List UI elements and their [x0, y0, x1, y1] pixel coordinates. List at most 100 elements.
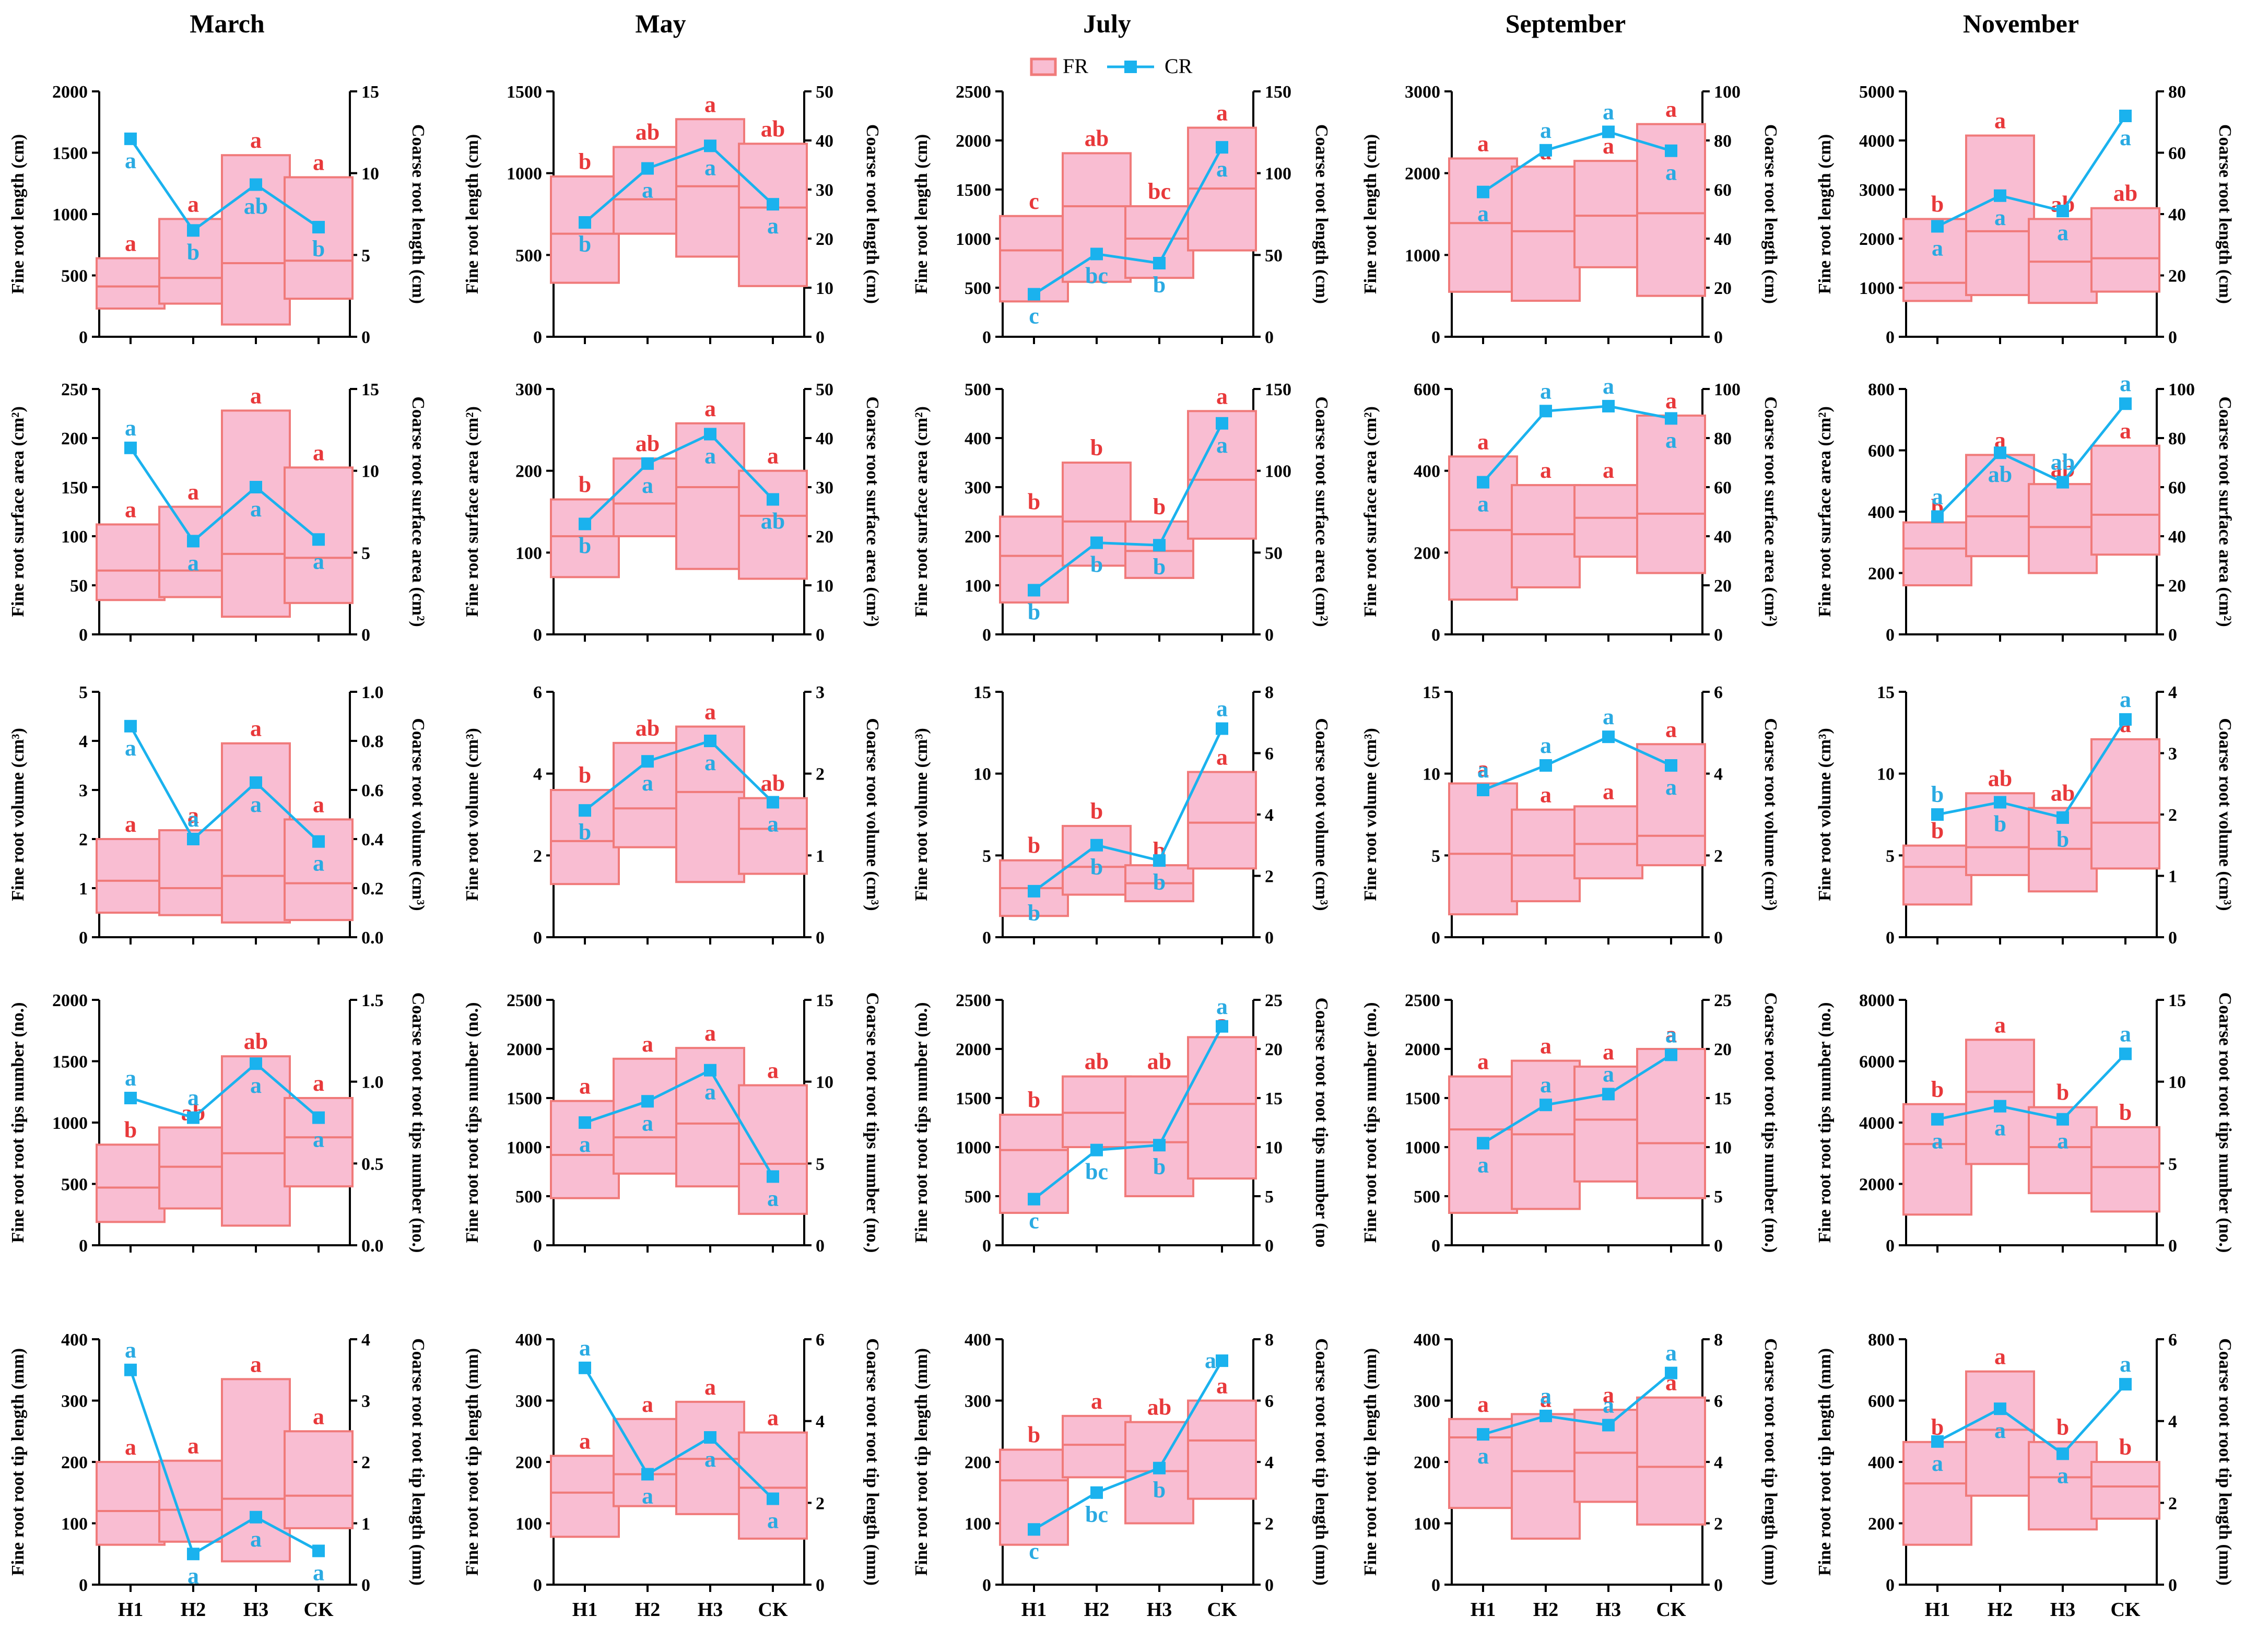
right-tick-label: 100 [1265, 164, 1291, 184]
panel-september-0: 0 1000 2000 3000 0 20 40 60 80 100 Fine root lengt… [1361, 82, 1780, 347]
left-tick-label: 0 [79, 928, 88, 948]
right-tick-label: 2 [2168, 1494, 2177, 1513]
cr-letter: a [2120, 687, 2131, 712]
left-tick-label: 100 [61, 527, 88, 547]
right-tick-label: 2 [1714, 1515, 1723, 1534]
left-tick-label: 200 [61, 429, 88, 449]
cr-letter: a [1932, 1128, 1943, 1154]
cr-point [2119, 713, 2132, 726]
cr-line [584, 144, 774, 223]
cr-letter: a [125, 415, 136, 441]
fr-letter: a [250, 716, 262, 741]
right-tick-label: 4 [2168, 1412, 2177, 1432]
fr-box [1636, 1396, 1706, 1526]
cr-point [1994, 796, 2006, 809]
cr-letter: a [1477, 491, 1489, 517]
right-tick-label: 40 [2168, 527, 2186, 547]
cr-point [1477, 784, 1489, 796]
right-tick-label: 25 [1714, 991, 1732, 1010]
cr-letter: a [1994, 1418, 2006, 1443]
cr-line [1483, 735, 1672, 792]
left-tick-label: 1500 [52, 1053, 88, 1072]
right-tick-label: 0 [1714, 1236, 1723, 1256]
fr-letter: b [579, 762, 591, 788]
right-tick-label: 0 [816, 1576, 825, 1595]
cr-point [2056, 1113, 2069, 1126]
cr-line [1483, 1372, 1672, 1436]
panel-july-3: 0 500 1000 1500 2000 2500 0 5 10 15 20 25 Fine root … [912, 991, 1331, 1256]
left-tick-label: 5 [1886, 846, 1895, 866]
fr-letter: ab [1147, 1395, 1171, 1420]
x-tick-label: H2 [1533, 1599, 1559, 1621]
right-tick-label: 20 [2168, 267, 2186, 286]
x-tick-label: H2 [1084, 1599, 1110, 1621]
fr-letter: a [187, 803, 199, 828]
fr-box [738, 1084, 808, 1215]
right-tick-label: 10 [816, 576, 833, 596]
cr-letter: a [704, 155, 716, 180]
left-tick-label: 3000 [1859, 181, 1895, 200]
right-tick-label: 8 [1265, 683, 1274, 702]
right-tick-label: 15 [1714, 1089, 1732, 1108]
y2-axis-title: Coarse root root tips number (no.) [863, 993, 882, 1253]
cr-letter: bc [1085, 263, 1108, 288]
cr-letter: a [642, 178, 653, 203]
fr-letter: a [1477, 1049, 1489, 1075]
left-tick-label: 1500 [507, 1089, 542, 1108]
fr-box [613, 146, 683, 235]
cr-line [1482, 130, 1672, 193]
right-tick-label: 5 [1265, 1187, 1274, 1207]
cr-letter: a [767, 811, 779, 837]
cr-point [1153, 854, 1166, 867]
cr-letter: c [1029, 1538, 1039, 1564]
right-tick-label: 30 [816, 478, 833, 498]
fr-box [675, 422, 745, 570]
cr-point [704, 1064, 716, 1077]
cr-point [312, 1111, 325, 1124]
right-tick-label: 50 [816, 82, 833, 102]
fr-box [284, 176, 354, 300]
fr-letter: b [579, 472, 591, 498]
fr-letter: a [1665, 1021, 1677, 1047]
y-axis-title: Fine root volume (cm³) [912, 728, 931, 901]
cr-letter: b [2056, 827, 2069, 852]
cr-point [187, 1111, 199, 1124]
fr-letter: b [1931, 818, 1944, 844]
x-tick-label: H1 [118, 1599, 144, 1621]
cr-point [1028, 288, 1040, 301]
cr-point [1216, 722, 1228, 735]
cr-point [2119, 1378, 2132, 1391]
cr-line [129, 138, 320, 232]
cr-letter: a [1665, 1022, 1677, 1047]
x-tick-label: H2 [1988, 1599, 2013, 1621]
right-tick-label: 10 [361, 462, 379, 481]
cr-letter: ab [761, 509, 785, 534]
fr-letter: a [1477, 429, 1489, 454]
cr-letter: a [704, 1446, 716, 1472]
right-tick-label: 6 [1265, 1392, 1274, 1411]
x-tick-label: H1 [572, 1599, 598, 1621]
left-tick-label: 10 [1877, 765, 1895, 784]
cr-letter: a [1205, 1348, 1216, 1373]
panel-may-3: 0 500 1000 1500 2000 2500 0 5 10 15 Fine root root… [463, 991, 882, 1256]
left-tick-label: 3 [79, 781, 88, 800]
fr-box [96, 257, 166, 310]
cr-point [250, 178, 262, 191]
panel-september-2: 0 5 10 15 0 2 4 6 Fine root volume (cm³) Coarse r… [1361, 683, 1780, 948]
left-tick-label: 300 [965, 478, 991, 498]
y-axis-title: Fine root volume (cm³) [1361, 728, 1380, 901]
fr-letter: a [1477, 756, 1489, 781]
cr-letter: b [579, 231, 591, 257]
left-tick-label: 500 [965, 1187, 991, 1207]
right-tick-label: 80 [1714, 132, 1732, 151]
cr-letter: a [1603, 1393, 1614, 1418]
right-tick-label: 50 [1265, 246, 1283, 265]
cr-point [1602, 730, 1615, 744]
right-tick-label: 60 [2168, 478, 2186, 498]
left-tick-label: 200 [515, 1453, 542, 1472]
right-tick-label: 0.0 [361, 928, 384, 948]
y-axis-title: Fine root volume (cm³) [8, 728, 28, 901]
cr-point [579, 1116, 591, 1129]
cr-letter: a [1540, 378, 1551, 404]
